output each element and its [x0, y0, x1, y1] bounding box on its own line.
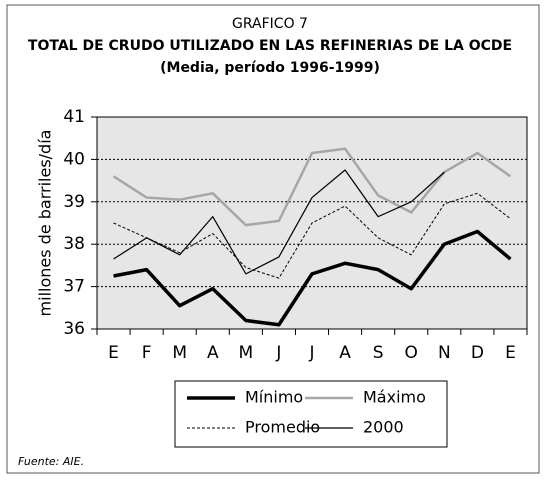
- x-tick-label: E: [108, 343, 119, 363]
- series-line: [113, 192, 511, 279]
- y-tick-label: 41: [63, 107, 85, 127]
- x-tick-label: M: [172, 343, 187, 363]
- x-tick-label: S: [373, 343, 384, 363]
- legend-label: Máximo: [363, 388, 426, 407]
- x-tick-label: E: [505, 343, 516, 363]
- x-tick-label: A: [339, 343, 351, 363]
- source: Fuente: AIE.: [18, 455, 84, 468]
- series-line: [112, 147, 512, 227]
- y-tick-label: 39: [63, 192, 85, 212]
- y-tick-label: 40: [63, 149, 85, 169]
- y-axis-title: millones de barriles/día: [36, 130, 55, 317]
- legend-label: Promedio: [245, 418, 320, 437]
- y-tick-label: 36: [63, 319, 85, 339]
- chart-title: TOTAL DE CRUDO UTILIZADO EN LAS REFINERI…: [28, 38, 512, 54]
- chart-caption: GRAFICO 7: [232, 16, 308, 32]
- x-tick-label: F: [142, 343, 152, 363]
- plot-border: [96, 116, 528, 330]
- legend-label: 2000: [363, 418, 404, 437]
- x-tick-label: A: [207, 343, 219, 363]
- chart-subtitle: (Media, período 1996-1999): [160, 60, 380, 76]
- x-tick-label: D: [471, 343, 484, 363]
- x-tick-label: O: [405, 343, 418, 363]
- x-tick-label: N: [438, 343, 451, 363]
- x-tick-label: J: [275, 343, 281, 363]
- x-tick-label: M: [239, 343, 254, 363]
- series-line: [113, 229, 512, 327]
- series-line: [113, 169, 445, 275]
- x-tick-label: J: [308, 343, 314, 363]
- y-tick-label: 37: [63, 277, 85, 297]
- legend-box: [174, 380, 448, 448]
- y-tick-label: 38: [63, 234, 85, 254]
- legend-label: Mínimo: [245, 388, 303, 407]
